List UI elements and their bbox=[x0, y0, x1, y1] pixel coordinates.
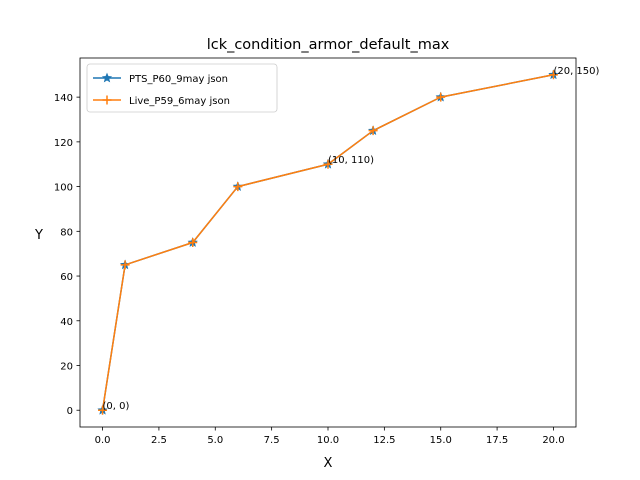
y-tick-label: 100 bbox=[54, 183, 73, 194]
data-point-marker bbox=[436, 92, 446, 102]
legend-label: PTS_P60_9may json bbox=[129, 74, 228, 85]
x-tick-label: 15.0 bbox=[430, 435, 452, 446]
data-point-marker bbox=[188, 238, 198, 247]
x-tick-label: 7.5 bbox=[264, 435, 280, 446]
data-point-marker bbox=[98, 405, 108, 415]
series-2 bbox=[98, 70, 558, 415]
x-tick-label: 10.0 bbox=[317, 435, 339, 446]
legend-swatch-marker bbox=[101, 72, 113, 83]
plot-frame bbox=[79, 57, 577, 428]
legend-entry: Live_P59_6may json bbox=[93, 95, 230, 107]
series-1 bbox=[97, 69, 559, 415]
chart-title: lck_condition_armor_default_max bbox=[207, 37, 450, 53]
data-point-marker bbox=[548, 70, 558, 80]
y-tick-label: 140 bbox=[54, 93, 73, 104]
series-line bbox=[101, 74, 554, 411]
y-tick-label: 80 bbox=[60, 227, 73, 238]
y-tick-label: 20 bbox=[60, 362, 73, 373]
x-tick-label: 17.5 bbox=[486, 435, 508, 446]
y-tick-label: 60 bbox=[60, 272, 73, 283]
x-tick-label: 20.0 bbox=[542, 435, 564, 446]
y-axis-label: Y bbox=[34, 228, 43, 243]
y-tick-label: 0 bbox=[67, 406, 73, 417]
data-point-marker bbox=[120, 260, 130, 270]
legend-swatch-marker bbox=[102, 95, 112, 105]
x-tick-label: 5.0 bbox=[207, 435, 223, 446]
legend-entry: PTS_P60_9may json bbox=[93, 72, 228, 85]
x-tick-label: 2.5 bbox=[151, 435, 167, 446]
y-tick-label: 40 bbox=[60, 317, 73, 328]
series-line bbox=[101, 74, 554, 411]
data-point-marker bbox=[323, 159, 333, 169]
data-point-marker bbox=[368, 126, 378, 136]
x-axis-label: X bbox=[324, 456, 333, 471]
y-tick-label: 120 bbox=[54, 138, 73, 149]
x-tick-label: 0.0 bbox=[95, 435, 111, 446]
x-tick-label: 12.5 bbox=[373, 435, 395, 446]
point-annotation: (0, 0) bbox=[103, 401, 130, 412]
point-annotation: (10, 110) bbox=[328, 155, 374, 166]
legend-box bbox=[86, 63, 278, 113]
point-annotation: (20, 150) bbox=[553, 66, 599, 77]
legend-label: Live_P59_6may json bbox=[129, 96, 230, 107]
data-point-marker bbox=[233, 182, 243, 192]
